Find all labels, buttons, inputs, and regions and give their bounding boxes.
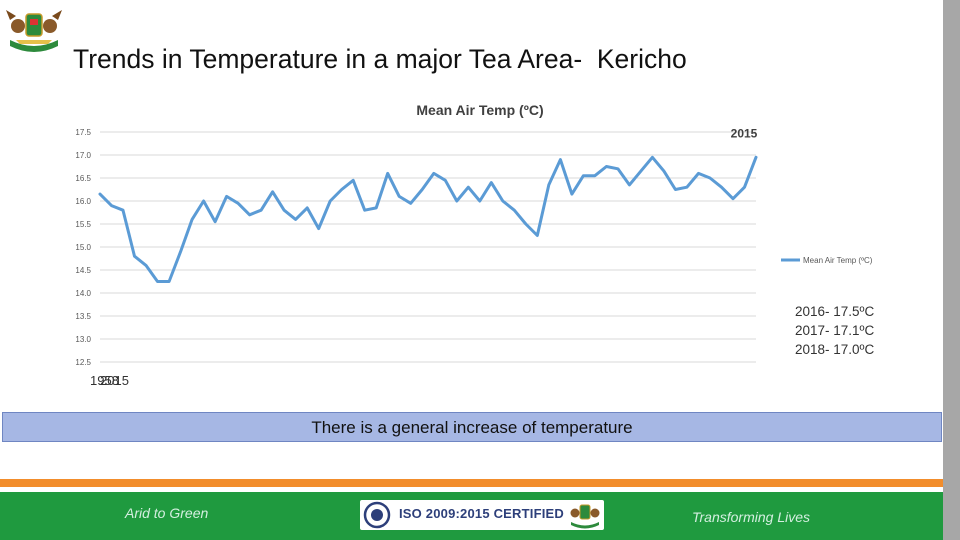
summary-text: There is a general increase of temperatu…: [311, 418, 633, 437]
y-tick-label: 16.0: [75, 197, 91, 206]
footer-orange-stripe: [0, 479, 943, 487]
projection-annotation: 2016- 17.5ºC: [795, 304, 874, 319]
y-tick-label: 17.5: [75, 128, 91, 137]
y-tick-label: 16.5: [75, 174, 91, 183]
iso-certification-badge: [360, 500, 604, 530]
projection-annotation: 2018- 17.0ºC: [795, 342, 874, 357]
y-tick-label: 14.5: [75, 266, 91, 275]
summary-box: There is a general increase of temperatu…: [2, 412, 942, 442]
end-point-label: 2015: [731, 126, 758, 140]
series-line-mean-air-temp: [98, 155, 758, 283]
y-tick-label: 15.5: [75, 220, 91, 229]
y-tick-label: 17.0: [75, 151, 91, 160]
right-edge-band: [943, 0, 960, 540]
x-axis-year-label: 1958: [90, 373, 119, 385]
footer-slogan-left: Arid to Green: [125, 505, 209, 521]
footer-white-stripe: [0, 487, 943, 492]
y-tick-label: 14.0: [75, 289, 91, 298]
legend-label: Mean Air Temp (ºC): [803, 256, 873, 265]
y-tick-label: 15.0: [75, 243, 91, 252]
footer-slogan-right: Transforming Lives: [692, 509, 811, 525]
slide-title: Trends in Temperature in a major Tea Are…: [73, 44, 687, 74]
county-crest-icon: [570, 504, 600, 529]
iso-certified-text: ISO 2009:2015 CERTIFIED: [399, 506, 564, 521]
temperature-line-chart: 12.5 13.0 13.5 14.0 14.5 15.0 15.5 16.0 16.5 17.0…: [75, 102, 874, 385]
iso-seal-icon: [363, 501, 391, 529]
county-coat-of-arms-logo: [6, 10, 62, 52]
projection-annotation: 2017- 17.1ºC: [795, 323, 874, 338]
x-axis-year-label: 2015: [100, 373, 129, 385]
y-tick-label: 13.5: [75, 312, 91, 321]
chart-title: Mean Air Temp (ºC): [416, 102, 543, 118]
y-tick-label: 12.5: [75, 358, 91, 367]
y-tick-label: 13.0: [75, 335, 91, 344]
